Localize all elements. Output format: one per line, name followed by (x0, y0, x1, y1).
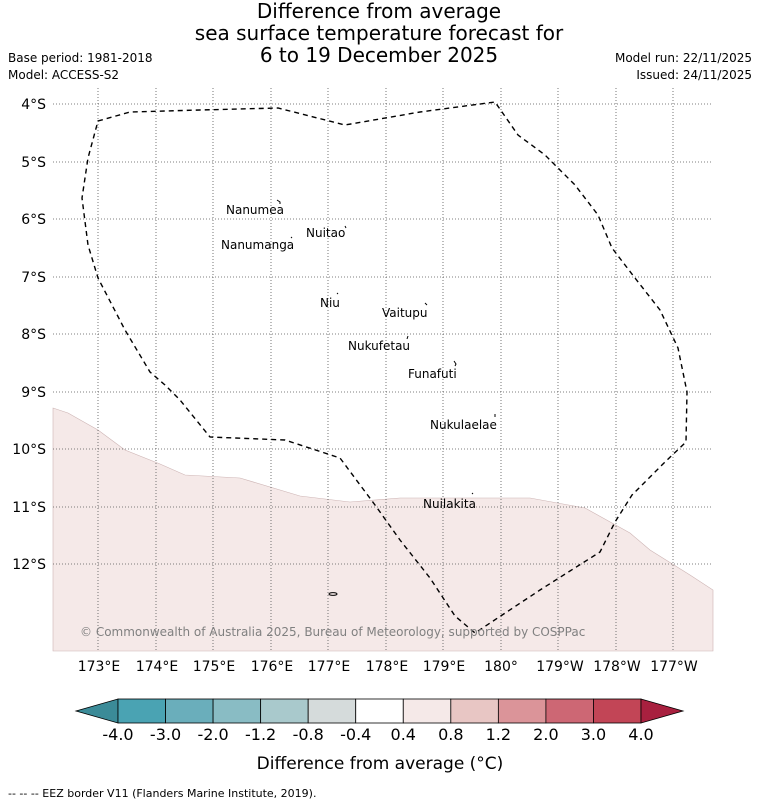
colorbar-tick-label: -0.8 (293, 725, 324, 744)
lat-label-5s: 5°S (21, 155, 46, 171)
lat-label-11s: 11°S (12, 500, 46, 516)
lon-label-178e: 178°E (366, 659, 409, 675)
colorbar-segment (260, 698, 309, 724)
copyright-text: © Commonwealth of Australia 2025, Bureau… (80, 625, 585, 639)
colorbar-segment (307, 698, 357, 724)
island-label-nukufetau: Nukufetau (348, 339, 410, 353)
lat-label-10s: 10°S (12, 442, 46, 458)
island-niu-shape (336, 292, 339, 295)
colorbar-segment (545, 698, 594, 724)
island-nanumea-shape (276, 199, 281, 204)
title-line-1: Difference from average (256, 0, 502, 23)
lat-label-12s: 12°S (12, 557, 46, 573)
colorbar-tick-label: -3.0 (150, 725, 181, 744)
eez-border (81, 101, 688, 634)
island-label-nuilakita: Nuilakita (423, 497, 476, 511)
lon-label-179w: 179°W (536, 659, 584, 675)
issued-date: Issued: 24/11/2025 (636, 68, 752, 82)
title-line-3: 6 to 19 December 2025 (259, 43, 499, 67)
island-label-niu: Niu (320, 296, 340, 310)
colorbar-tick-label: 4.0 (628, 725, 653, 744)
colorbar-segment (402, 698, 452, 724)
colorbar-segment (450, 698, 499, 724)
lon-label-180: 180° (484, 659, 518, 675)
island-nukufetau-shape (406, 335, 409, 340)
title-line-2: sea surface temperature forecast for (194, 21, 564, 45)
colorbar-tick-label: -0.4 (340, 725, 371, 744)
lon-label-176e: 176°E (251, 659, 294, 675)
island-reef-shape (328, 592, 338, 596)
lat-label-8s: 8°S (21, 327, 46, 343)
map-title: Difference from average sea surface temp… (0, 0, 758, 66)
island-label-funafuti: Funafuti (408, 367, 457, 381)
model-run: Model run: 22/11/2025 (614, 51, 752, 65)
lon-label-175e: 175°E (193, 659, 236, 675)
island-shapes (276, 199, 496, 596)
island-label-nukulaelae: Nukulaelae (430, 418, 497, 432)
colorbar-tick-label: 3.0 (581, 725, 606, 744)
lat-label-7s: 7°S (21, 270, 46, 286)
latitude-gridlines (53, 103, 713, 565)
island-label-vaitupu: Vaitupu (382, 306, 428, 320)
meta-left: Base period: 1981-2018 Model: ACCESS-S2 (8, 50, 153, 84)
lon-label-177e: 177°E (308, 659, 351, 675)
lon-label-173e: 173°E (78, 659, 121, 675)
model-name: Model: ACCESS-S2 (8, 68, 120, 82)
colorbar-segment (593, 698, 642, 724)
colorbar-over-arrow (640, 698, 685, 724)
colorbar-tick-label: -2.0 (197, 725, 228, 744)
island-funafuti-shape (453, 360, 457, 367)
island-label-nanumanga: Nanumanga (221, 238, 294, 252)
colorbar-tick-label: 1.2 (486, 725, 511, 744)
colorbar-tick-label: 2.0 (533, 725, 558, 744)
colorbar-tick-label: 0.8 (438, 725, 463, 744)
lon-label-177w: 177°W (650, 659, 698, 675)
colorbar-segment (117, 698, 166, 724)
meta-right: Model run: 22/11/2025 Issued: 24/11/2025 (615, 50, 752, 84)
island-nuitao-shape (344, 225, 347, 229)
colorbar-segment (165, 698, 214, 724)
colorbar-segment (497, 698, 547, 724)
lat-label-9s: 9°S (21, 385, 46, 401)
footer-note: -- -- -- EEZ border V11 (Flanders Marine… (8, 787, 316, 800)
lon-label-178w: 178°W (593, 659, 641, 675)
colorbar-segment (212, 698, 262, 724)
colorbar-tick-label: -1.2 (245, 725, 276, 744)
colorbar: -4.0 -3.0 -2.0 -1.2 -0.8 -0.4 0.4 0.8 1.2 2.0 3.0 4… (74, 698, 685, 744)
colorbar-segment (355, 698, 404, 724)
base-period: Base period: 1981-2018 (8, 51, 153, 65)
island-nanumanga-shape (290, 236, 293, 239)
island-label-nanumea: Nanumea (226, 203, 284, 217)
lat-label-6s: 6°S (21, 212, 46, 228)
island-nuilakita-shape (471, 492, 474, 495)
colorbar-tick-label: -4.0 (102, 725, 133, 744)
longitude-gridlines (97, 88, 674, 651)
island-label-nuitao: Nuitao (306, 226, 345, 240)
island-vaitupu-shape (424, 302, 428, 306)
lon-label-179e: 179°E (423, 659, 466, 675)
lat-label-4s: 4°S (21, 97, 46, 113)
anomaly-warm-region (52, 407, 714, 652)
colorbar-label: Difference from average (°C) (257, 754, 504, 774)
lon-label-174e: 174°E (136, 659, 179, 675)
colorbar-under-arrow (74, 698, 119, 724)
colorbar-tick-label: 0.4 (391, 725, 416, 744)
